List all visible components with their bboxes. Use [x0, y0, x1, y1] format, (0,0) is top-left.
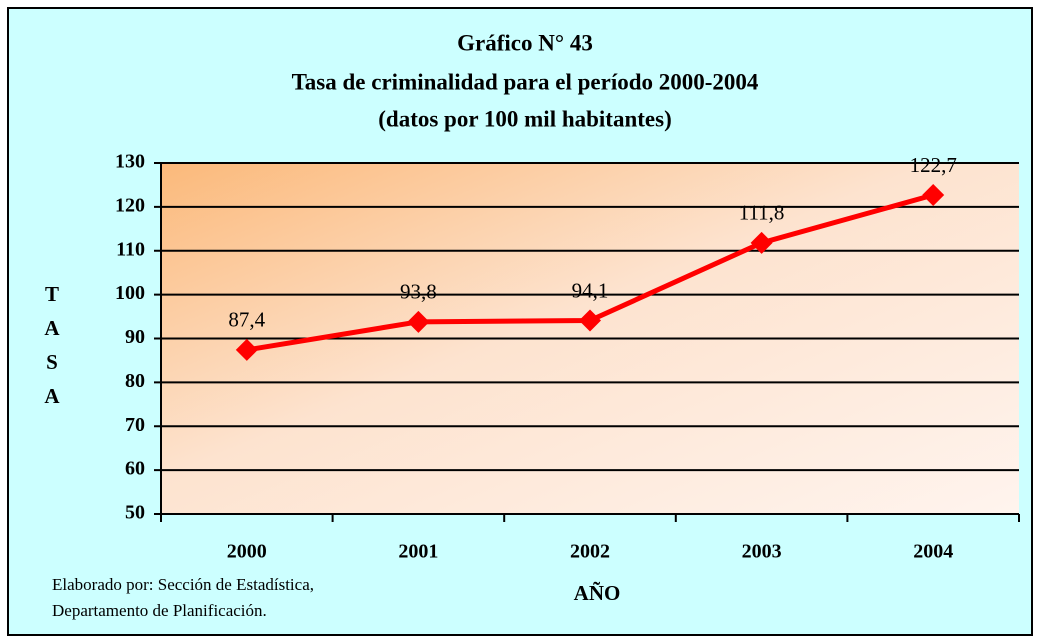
chart-title: Gráfico N° 43: [457, 30, 593, 55]
data-label: 87,4: [228, 308, 265, 332]
data-label: 122,7: [910, 153, 957, 177]
x-axis-label: AÑO: [574, 581, 621, 605]
y-tick-label: 120: [115, 194, 145, 216]
x-tick-label: 2004: [913, 541, 953, 563]
y-tick-label: 130: [115, 151, 145, 173]
y-tick-label: 80: [125, 370, 145, 392]
data-label: 111,8: [739, 201, 785, 225]
chart-title: (datos por 100 mil habitantes): [378, 106, 672, 131]
x-tick-label: 2001: [398, 541, 438, 563]
y-tick-label: 70: [125, 414, 145, 436]
marker: [407, 310, 430, 333]
marker: [579, 309, 601, 332]
marker: [922, 184, 945, 207]
x-tick-label: 2002: [570, 541, 610, 563]
y-tick-label: 110: [116, 238, 145, 260]
marker: [235, 338, 258, 361]
note: Departamento de Planificación.: [52, 601, 267, 620]
chart-title: Tasa de criminalidad para el período 200…: [292, 69, 759, 94]
data-label: 93,8: [400, 280, 437, 304]
data-label: 94,1: [572, 278, 609, 302]
x-tick-label: 2000: [227, 541, 267, 563]
x-tick-label: 2003: [742, 541, 782, 563]
note: Elaborado por: Sección de Estadística,: [52, 575, 314, 594]
marker: [750, 231, 773, 254]
y-tick-label: 60: [125, 458, 145, 480]
y-tick-label: 90: [125, 326, 145, 348]
y-tick-label: 100: [115, 282, 145, 304]
y-tick-label: 50: [125, 502, 145, 524]
